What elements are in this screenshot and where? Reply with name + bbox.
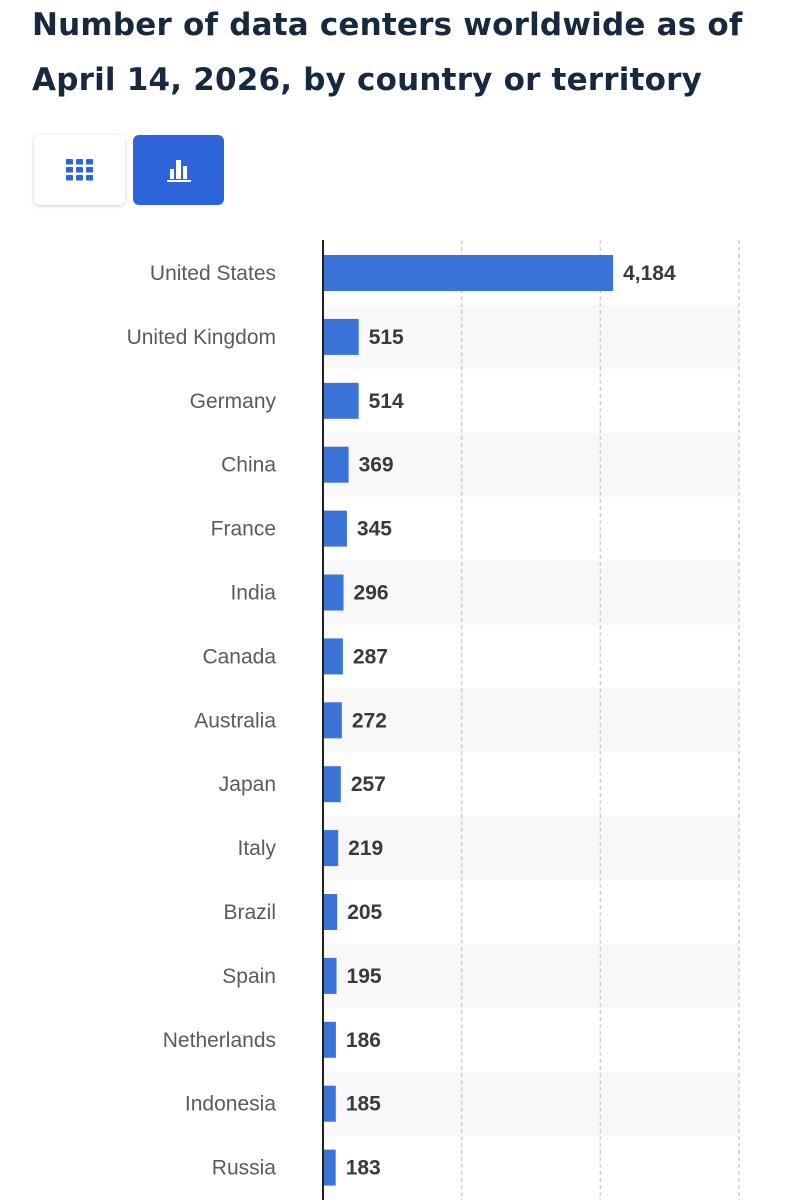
bar <box>323 830 339 867</box>
value-label: 272 <box>352 709 387 732</box>
table-grid-icon <box>65 159 93 181</box>
value-label: 369 <box>359 454 394 477</box>
category-label: Canada <box>202 645 276 668</box>
value-label: 515 <box>369 326 404 349</box>
category-label: Russia <box>212 1157 277 1180</box>
bar <box>323 1149 336 1186</box>
bar <box>323 957 337 994</box>
bar <box>323 510 347 547</box>
bar <box>323 1085 336 1122</box>
row-stripe <box>323 432 739 497</box>
bar <box>323 894 338 930</box>
bar <box>323 702 342 739</box>
bar <box>323 318 359 355</box>
value-label: 296 <box>354 582 389 605</box>
row-stripe <box>323 304 739 369</box>
table-view-button[interactable] <box>34 135 125 205</box>
category-label: Australia <box>194 709 276 732</box>
category-label: United States <box>150 262 276 285</box>
category-label: Brazil <box>223 901 276 924</box>
row-stripe <box>323 816 739 881</box>
bar <box>323 1021 336 1058</box>
row-stripe <box>323 560 739 625</box>
value-label: 183 <box>346 1157 381 1180</box>
bar <box>323 638 343 675</box>
category-label: France <box>211 518 276 541</box>
bar <box>323 255 614 291</box>
category-label: Italy <box>237 837 276 860</box>
value-label: 257 <box>351 773 386 796</box>
value-label: 4,184 <box>623 262 676 285</box>
row-stripe <box>323 688 739 753</box>
bar <box>323 766 341 803</box>
value-label: 186 <box>346 1029 381 1052</box>
value-label: 195 <box>347 965 382 988</box>
bar <box>323 382 359 419</box>
category-label: Germany <box>190 390 277 413</box>
value-label: 185 <box>346 1093 381 1116</box>
view-toggle <box>34 135 224 205</box>
value-label: 205 <box>347 901 382 924</box>
category-label: Spain <box>222 965 276 988</box>
category-label: China <box>221 454 276 477</box>
bar <box>323 574 344 611</box>
row-stripe <box>323 1071 739 1136</box>
chart-view-button[interactable] <box>133 135 224 205</box>
category-label: Japan <box>219 773 276 796</box>
row-stripe <box>323 943 739 1008</box>
bar-chart-icon <box>166 160 191 182</box>
category-label: United Kingdom <box>127 326 276 349</box>
value-label: 514 <box>369 390 404 413</box>
value-label: 219 <box>348 837 383 860</box>
category-label: India <box>230 582 276 605</box>
value-label: 345 <box>357 518 392 541</box>
value-label: 287 <box>353 645 388 668</box>
chart-title: Number of data centers worldwide as of A… <box>32 7 743 98</box>
category-label: Netherlands <box>163 1029 276 1052</box>
bar <box>323 446 349 483</box>
category-label: Indonesia <box>185 1093 276 1116</box>
